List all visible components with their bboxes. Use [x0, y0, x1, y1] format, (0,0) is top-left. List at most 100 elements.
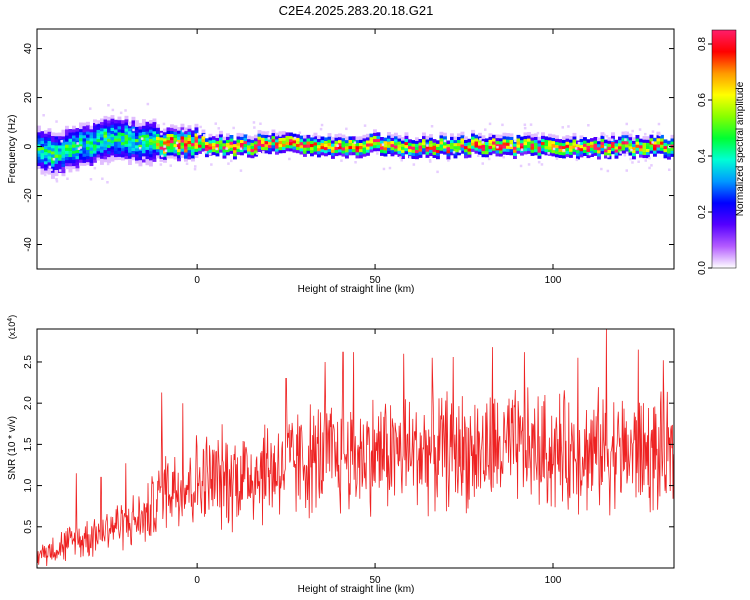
heatmap-cell — [89, 153, 94, 157]
heatmap-cell — [191, 133, 195, 137]
heatmap-cell — [446, 146, 451, 151]
heatmap-cell — [296, 143, 300, 147]
heatmap-cell — [415, 155, 419, 160]
heatmap-cell — [439, 140, 444, 145]
heatmap-cell — [523, 126, 527, 130]
heatmap-cell — [667, 143, 671, 148]
heatmap-cell — [37, 147, 41, 151]
heatmap-cell — [170, 148, 174, 153]
heatmap-cell — [397, 135, 402, 139]
heatmap-cell — [82, 162, 87, 166]
heatmap-cell — [229, 144, 234, 148]
heatmap-cell — [100, 161, 104, 165]
heatmap-cell — [625, 151, 629, 154]
heatmap-cell — [534, 139, 538, 144]
heatmap-cell — [436, 146, 440, 150]
heatmap-cell — [191, 148, 195, 153]
heatmap-cell — [488, 139, 493, 143]
heatmap-cell — [547, 152, 550, 155]
heatmap-x-axis: 0 50 100 — [194, 29, 562, 286]
heatmap-cell — [285, 144, 290, 149]
heatmap-cell — [383, 140, 388, 145]
heatmap-cell — [471, 136, 475, 140]
heatmap-cell — [86, 137, 90, 141]
heatmap-cell — [110, 130, 115, 135]
heatmap-cell — [72, 128, 76, 133]
heatmap-cell — [180, 151, 185, 155]
y-tick-label: -40 — [23, 237, 34, 252]
heatmap-cell — [639, 138, 643, 143]
colorbar-tick-label: 0.6 — [697, 93, 708, 107]
heatmap-cell — [254, 153, 258, 157]
heatmap-cell — [48, 165, 52, 169]
heatmap-cell — [61, 157, 66, 161]
heatmap-cell — [376, 147, 381, 152]
heatmap-cell — [667, 153, 671, 157]
heatmap-cell — [219, 143, 223, 147]
heatmap-cell — [100, 121, 104, 126]
heatmap-cell — [327, 151, 332, 156]
heatmap-cell — [149, 150, 153, 155]
heatmap-cell — [537, 136, 542, 141]
heatmap-cell — [348, 136, 353, 140]
heatmap-cell — [79, 162, 83, 166]
x-tick-label: 100 — [545, 275, 562, 286]
heatmap-cell — [600, 132, 605, 136]
heatmap-cell — [205, 141, 209, 145]
heatmap-cell — [75, 161, 80, 166]
heatmap-cell — [530, 137, 535, 141]
heatmap-cell — [541, 138, 545, 142]
heatmap-cell — [632, 146, 636, 151]
heatmap-cell — [236, 132, 241, 137]
heatmap-cell — [205, 144, 209, 148]
heatmap-cell — [89, 134, 94, 139]
heatmap-cell — [394, 151, 398, 155]
heatmap-cell — [55, 120, 58, 123]
heatmap-cell — [338, 134, 342, 138]
heatmap-cell — [380, 152, 384, 156]
heatmap-cell — [597, 149, 601, 154]
heatmap-cell — [121, 135, 125, 140]
heatmap-cell — [345, 139, 349, 144]
heatmap-cell — [166, 127, 171, 131]
heatmap-cell — [523, 138, 528, 143]
heatmap-cell — [653, 137, 657, 142]
heatmap-cell — [359, 148, 363, 153]
heatmap-cell — [411, 143, 416, 147]
heatmap-cell — [443, 151, 447, 155]
heatmap-cell — [79, 131, 83, 136]
heatmap-cell — [425, 151, 430, 155]
heatmap-y-label: Frequency (Hz) — [7, 115, 18, 184]
heatmap-cell — [75, 137, 80, 141]
heatmap-cell — [180, 154, 185, 158]
heatmap-cell — [653, 143, 657, 148]
heatmap-cell — [558, 151, 563, 155]
heatmap-cell — [170, 151, 174, 156]
heatmap-cell — [541, 135, 545, 139]
heatmap-cell — [282, 143, 286, 147]
heatmap-cell — [397, 141, 402, 145]
heatmap-cell — [278, 131, 283, 135]
heatmap-cell — [103, 158, 108, 163]
heatmap-cell — [541, 150, 545, 155]
heatmap-cell — [334, 149, 339, 153]
heatmap-cell — [124, 137, 129, 141]
heatmap-cell — [597, 152, 601, 157]
heatmap-cell — [513, 155, 517, 159]
heatmap-cell — [607, 155, 610, 158]
heatmap-cell — [191, 154, 195, 159]
heatmap-cell — [177, 148, 181, 153]
heatmap-cell — [506, 151, 510, 155]
heatmap-cell — [152, 152, 157, 156]
x-tick-label: 0 — [194, 275, 200, 286]
heatmap-cell — [572, 135, 577, 140]
heatmap-cell — [467, 148, 472, 152]
heatmap-cell — [254, 150, 258, 154]
heatmap-cell — [159, 152, 164, 156]
heatmap-cell — [429, 137, 433, 141]
heatmap-cell — [628, 133, 633, 138]
heatmap-cell — [593, 140, 598, 144]
heatmap-cell — [225, 147, 228, 150]
heatmap-cell — [227, 162, 230, 165]
heatmap-cell — [72, 131, 76, 136]
